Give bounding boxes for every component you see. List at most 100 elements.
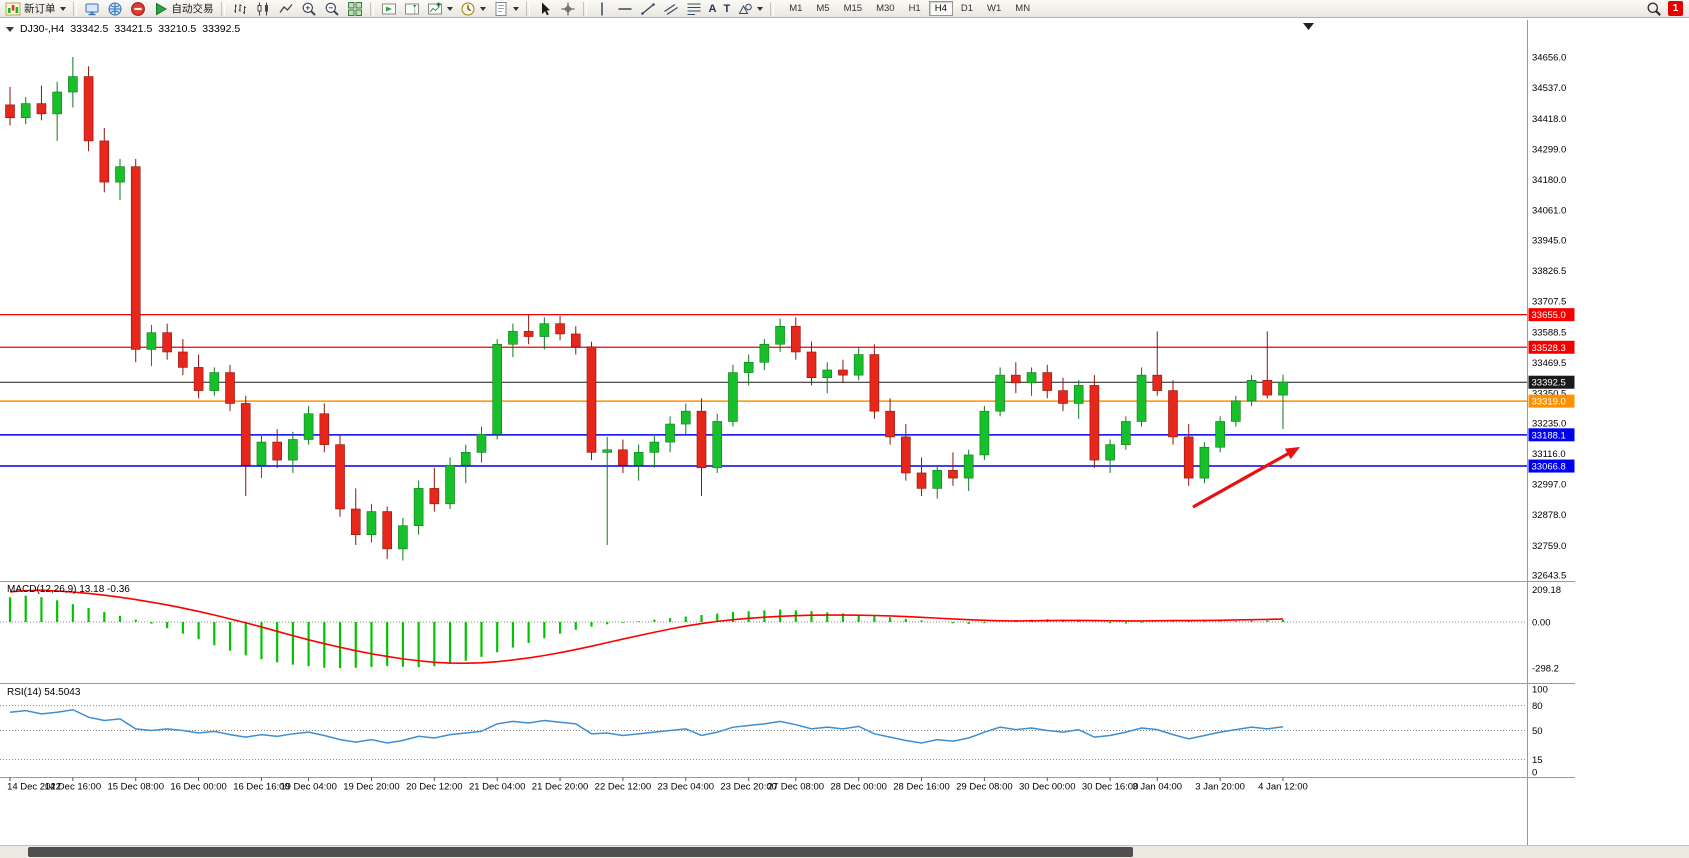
zoom-in-button[interactable] (298, 1, 320, 17)
price-axis-label: 33826.5 (1532, 266, 1566, 277)
candle-body (963, 454, 974, 479)
candle-body (288, 439, 298, 461)
macd-signal-line (9, 589, 1284, 665)
candle-body (382, 511, 392, 550)
stop-all-button[interactable] (127, 1, 149, 17)
template-icon (493, 1, 509, 17)
terminal-window-button[interactable] (81, 1, 103, 17)
candle-body (822, 369, 833, 379)
candle-body (1121, 421, 1131, 445)
timeframe-m5[interactable]: M5 (816, 3, 830, 14)
trend-arrow-annotation[interactable] (1192, 450, 1293, 509)
new-order-label: 新订单 (24, 3, 56, 15)
crosshair-icon (560, 1, 576, 17)
one-click-trading-toggle[interactable] (6, 26, 14, 32)
time-axis-label: 23 Dec 04:00 (658, 782, 715, 793)
chart-shift-button[interactable] (401, 1, 423, 17)
candle-body (602, 449, 613, 453)
tile-windows-button[interactable] (344, 1, 366, 17)
candle-body (350, 508, 361, 536)
zoom-out-button[interactable] (321, 1, 343, 17)
candle-body (99, 140, 110, 183)
horizontal-line-button[interactable] (614, 1, 636, 17)
timeframe-h4[interactable]: H4 (928, 1, 953, 16)
time-axis-label: 21 Dec 20:00 (532, 782, 589, 793)
timeframe-mn[interactable]: MN (1015, 3, 1031, 14)
candle-body (523, 331, 534, 337)
candle-body (146, 332, 157, 350)
price-axis-label: 32878.0 (1532, 510, 1566, 521)
new-order-icon (5, 1, 21, 17)
candlestick-icon (255, 1, 271, 17)
notification-badge[interactable]: 1 (1668, 1, 1683, 16)
market-overview-button[interactable] (104, 1, 126, 17)
periods-button[interactable] (457, 1, 489, 17)
shapes-button[interactable] (734, 1, 766, 17)
label-tool-button[interactable]: T (720, 1, 733, 17)
price-tag-label: 33655.0 (1532, 310, 1566, 321)
crosshair-button[interactable] (557, 1, 579, 17)
fibonacci-button[interactable] (683, 1, 705, 17)
timeframe-m30[interactable]: M30 (876, 3, 895, 14)
timeframe-d1[interactable]: D1 (960, 3, 974, 14)
auto-scroll-button[interactable] (378, 1, 400, 17)
play-icon (153, 1, 169, 17)
rsi-axis-label: 0 (1532, 768, 1537, 779)
templates-button[interactable] (490, 1, 522, 17)
scrollbar-thumb[interactable] (28, 847, 1133, 857)
indicators-icon (427, 1, 443, 17)
bar-chart-button[interactable] (229, 1, 251, 17)
indicators-button[interactable] (424, 1, 456, 17)
macd-axis-label: 0.00 (1532, 618, 1551, 629)
channel-button[interactable] (660, 1, 682, 17)
candle-body (901, 436, 911, 474)
timeframe-h1[interactable]: H1 (908, 3, 921, 14)
fibonacci-icon (686, 1, 702, 17)
timeframe-m1[interactable]: M1 (789, 3, 803, 14)
candle-body (272, 441, 282, 461)
new-order-button[interactable]: 新订单 (2, 1, 69, 17)
chevron-down-icon (446, 6, 453, 11)
candle-body (130, 166, 141, 350)
time-axis-label: 21 Dec 04:00 (469, 782, 526, 793)
candle-body (885, 410, 895, 438)
candle-body (743, 361, 754, 373)
autotrading-button[interactable]: 自动交易 (150, 1, 217, 17)
candle-body (539, 323, 550, 337)
candle-body (1042, 372, 1053, 391)
timeframe-w1[interactable]: W1 (987, 3, 1002, 14)
time-axis-label: 22 Dec 12:00 (595, 782, 652, 793)
candle-body (413, 488, 424, 527)
time-axis-label: 30 Dec 00:00 (1019, 782, 1076, 793)
horizontal-scrollbar[interactable] (0, 845, 1689, 858)
chart-shift-marker[interactable] (1303, 23, 1314, 30)
time-axis-label: 14 Dec 2022 (7, 782, 61, 793)
candle-body (1073, 385, 1084, 404)
trendline-button[interactable] (637, 1, 659, 17)
time-axis-label: 27 Dec 08:00 (768, 782, 825, 793)
text-tool-button[interactable]: A (706, 1, 720, 17)
candle-body (5, 104, 15, 119)
chart-symbol-period: DJ30-,H4 (20, 23, 65, 35)
candle-body (1026, 372, 1037, 384)
search-button[interactable] (1643, 1, 1665, 17)
candle-body (649, 441, 660, 453)
price-tag (1528, 428, 1575, 442)
candle-body (209, 372, 220, 391)
candle-body (555, 323, 565, 335)
timeframe-m15[interactable]: M15 (843, 3, 863, 14)
price-axis-label: 33235.0 (1532, 418, 1566, 429)
search-icon (1646, 1, 1662, 17)
candlestick-chart-button[interactable] (252, 1, 274, 17)
candle-body (492, 343, 502, 435)
rsi-axis-label: 100 (1532, 685, 1548, 696)
candle-body (1058, 390, 1068, 404)
channel-icon (663, 1, 679, 17)
line-chart-button[interactable] (275, 1, 297, 17)
time-axis-label: 19 Dec 20:00 (343, 782, 400, 793)
candle-body (225, 372, 235, 404)
auto-scroll-icon (381, 1, 397, 17)
candle-body (193, 367, 204, 391)
vertical-line-button[interactable] (591, 1, 613, 17)
cursor-button[interactable] (534, 1, 556, 17)
